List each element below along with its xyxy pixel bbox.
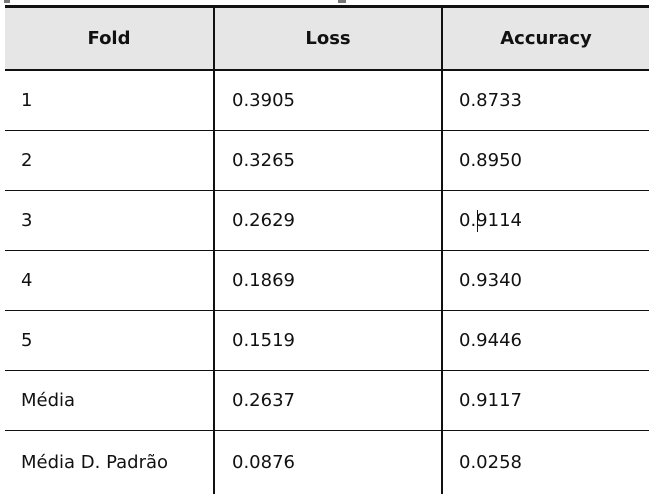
table-row: 1 0.3905 0.8733 (5, 71, 649, 131)
table-header-row: Fold Loss Accuracy (5, 8, 649, 71)
accuracy-cell[interactable]: 0.8733 (441, 71, 649, 130)
table-row: 4 0.1869 0.9340 (5, 251, 649, 311)
loss-cell[interactable]: 0.2637 (213, 371, 441, 430)
fold-cell[interactable]: 1 (21, 90, 33, 111)
loss-cell[interactable]: 0.1869 (213, 251, 441, 310)
results-table: Fold Loss Accuracy 1 0.3905 0.8733 2 0.3… (5, 5, 649, 494)
table-row: 5 0.1519 0.9446 (5, 311, 649, 371)
fold-cell[interactable]: 2 (21, 150, 33, 171)
text-cursor-icon (477, 210, 478, 232)
loss-cell[interactable]: 0.2629 (213, 191, 441, 250)
table-row: 3 0.2629 0.9114 (5, 191, 649, 251)
loss-cell[interactable]: 0.3265 (213, 131, 441, 190)
fold-cell[interactable]: Média (21, 390, 76, 411)
cutoff-caption-mark-left (4, 0, 10, 3)
header-fold: Fold (87, 28, 131, 49)
accuracy-cell[interactable]: 0.9340 (441, 251, 649, 310)
accuracy-cell[interactable]: 0.9117 (441, 371, 649, 430)
fold-cell[interactable]: 3 (21, 210, 33, 231)
table-row: 2 0.3265 0.8950 (5, 131, 649, 191)
accuracy-cell[interactable]: 0.9446 (441, 311, 649, 370)
header-accuracy: Accuracy (441, 8, 649, 69)
loss-cell[interactable]: 0.3905 (213, 71, 441, 130)
accuracy-cell[interactable]: 0.0258 (441, 431, 649, 494)
accuracy-cell-text: 0.9114 (459, 210, 522, 231)
loss-cell[interactable]: 0.1519 (213, 311, 441, 370)
cutoff-caption-mark-right (338, 0, 346, 3)
table-row: Média D. Padrão 0.0876 0.0258 (5, 431, 649, 494)
fold-cell[interactable]: 5 (21, 330, 33, 351)
accuracy-cell[interactable]: 0.8950 (441, 131, 649, 190)
header-loss: Loss (213, 8, 441, 69)
accuracy-cell-focused[interactable]: 0.9114 (441, 191, 649, 250)
fold-cell[interactable]: 4 (21, 270, 33, 291)
loss-cell[interactable]: 0.0876 (213, 431, 441, 494)
fold-cell[interactable]: Média D. Padrão (21, 452, 169, 473)
table-row: Média 0.2637 0.9117 (5, 371, 649, 431)
